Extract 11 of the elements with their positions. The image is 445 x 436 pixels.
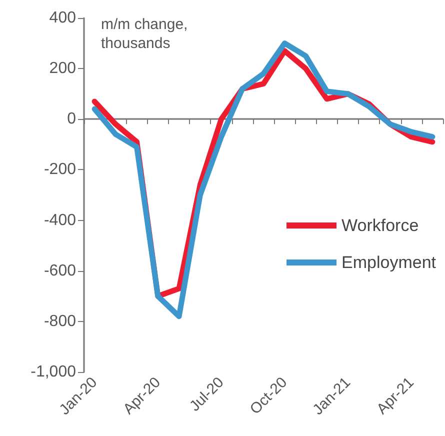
- y-tick-label: 0: [67, 110, 76, 128]
- y-axis-title: m/m change, thousands: [101, 16, 188, 52]
- legend-label: Workforce: [342, 216, 419, 235]
- y-tick-label: -400: [44, 212, 76, 229]
- y-tick-label: -200: [44, 161, 76, 178]
- y-tick-label: 400: [49, 10, 76, 26]
- y-tick-label: -1,000: [30, 364, 76, 380]
- y-tick-label: -800: [44, 312, 76, 330]
- y-tick-label: -600: [44, 262, 76, 280]
- legend-label: Employment: [342, 253, 436, 272]
- y-tick-label: 200: [49, 60, 76, 78]
